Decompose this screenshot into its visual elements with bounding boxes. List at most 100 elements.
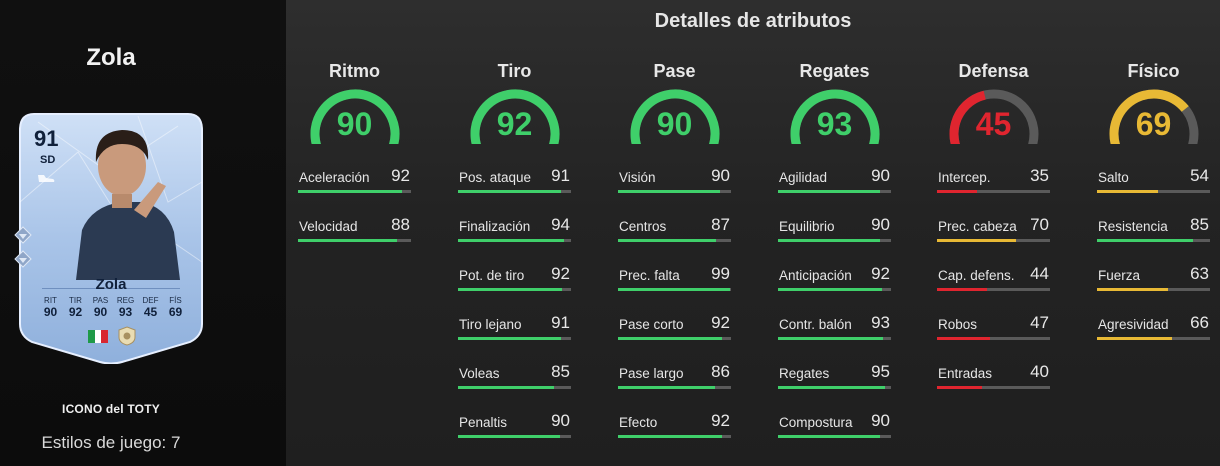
playstyle-diamond-icon bbox=[14, 226, 32, 244]
gauge-fill bbox=[470, 89, 560, 144]
attribute-value: 88 bbox=[391, 215, 410, 234]
attribute-row[interactable]: Pos. ataque 91 bbox=[458, 166, 571, 210]
card-stat-value: 92 bbox=[68, 305, 83, 319]
card-stat-value: 93 bbox=[118, 305, 133, 319]
player-photo bbox=[76, 130, 180, 280]
attribute-value: 47 bbox=[1030, 313, 1049, 332]
playstyle-diamond-icon bbox=[14, 250, 32, 268]
attribute-value: 92 bbox=[711, 411, 730, 430]
attribute-value: 93 bbox=[871, 313, 890, 332]
attribute-bar-track bbox=[298, 239, 411, 242]
attribute-bar-fill bbox=[778, 288, 882, 291]
attribute-row[interactable]: Voleas 85 bbox=[458, 362, 571, 406]
attribute-row[interactable]: Tiro lejano 91 bbox=[458, 313, 571, 357]
category-value: 45 bbox=[975, 106, 1012, 142]
attribute-bar-track bbox=[778, 190, 891, 193]
attribute-bar-fill bbox=[937, 288, 987, 291]
attribute-bar-track bbox=[937, 337, 1050, 340]
attribute-bar-track bbox=[618, 288, 731, 291]
category-gauge bbox=[630, 89, 720, 144]
attribute-row[interactable]: Anticipación 92 bbox=[778, 264, 891, 308]
attribute-row[interactable]: Pot. de tiro 92 bbox=[458, 264, 571, 308]
attribute-row[interactable]: Agilidad 90 bbox=[778, 166, 891, 210]
card-stat-label: DEF bbox=[142, 296, 159, 305]
attribute-row[interactable]: Velocidad 88 bbox=[298, 215, 411, 259]
gauge-fill bbox=[790, 89, 880, 144]
attribute-value: 85 bbox=[551, 362, 570, 381]
attribute-bar-track bbox=[778, 239, 891, 242]
attribute-row[interactable]: Prec. falta 99 bbox=[618, 264, 731, 308]
attribute-bar-track bbox=[298, 190, 411, 193]
attribute-bar-fill bbox=[778, 337, 884, 340]
attribute-row[interactable]: Fuerza 63 bbox=[1097, 264, 1210, 308]
attribute-row[interactable]: Entradas 40 bbox=[937, 362, 1050, 406]
card-stat-value: 90 bbox=[43, 305, 58, 319]
attribute-bar-track bbox=[937, 190, 1050, 193]
attribute-bar-track bbox=[618, 386, 731, 389]
icon-badge-icon bbox=[118, 326, 136, 346]
category-name: Regates bbox=[799, 61, 870, 81]
attribute-value: 95 bbox=[871, 362, 890, 381]
attribute-row[interactable]: Equilibrio 90 bbox=[778, 215, 891, 259]
attribute-bar-track bbox=[618, 239, 731, 242]
attribute-bar-fill bbox=[937, 337, 991, 340]
boot-icon bbox=[38, 175, 55, 182]
attribute-row[interactable]: Agresividad 66 bbox=[1097, 313, 1210, 357]
attribute-name: Compostura bbox=[779, 415, 853, 430]
card-stat-value: 69 bbox=[168, 305, 183, 319]
card-stat-label: RIT bbox=[44, 296, 57, 305]
attribute-bar-track bbox=[458, 239, 571, 242]
attribute-value: 54 bbox=[1190, 166, 1209, 185]
category-name: Ritmo bbox=[329, 61, 380, 81]
attribute-row[interactable]: Visión 90 bbox=[618, 166, 731, 210]
attribute-bar-fill bbox=[1097, 239, 1193, 242]
attribute-bar-fill bbox=[778, 435, 880, 438]
attribute-name: Fuerza bbox=[1098, 268, 1141, 283]
category-gauge bbox=[949, 89, 1039, 144]
card-stat-label: TIR bbox=[69, 296, 82, 305]
attribute-name: Centros bbox=[619, 219, 667, 234]
attribute-name: Pase largo bbox=[619, 366, 684, 381]
attribute-bar-fill bbox=[618, 190, 720, 193]
attribute-value: 86 bbox=[711, 362, 730, 381]
attribute-bar-track bbox=[778, 337, 891, 340]
attribute-row[interactable]: Finalización 94 bbox=[458, 215, 571, 259]
attribute-row[interactable]: Intercep. 35 bbox=[937, 166, 1050, 210]
attribute-row[interactable]: Robos 47 bbox=[937, 313, 1050, 357]
attribute-name: Aceleración bbox=[299, 170, 370, 185]
attribute-bar-fill bbox=[458, 337, 561, 340]
attribute-row[interactable]: Compostura 90 bbox=[778, 411, 891, 455]
category-gauge bbox=[1109, 89, 1199, 144]
attribute-row[interactable]: Centros 87 bbox=[618, 215, 731, 259]
attribute-bar-track bbox=[458, 337, 571, 340]
attribute-row[interactable]: Pase corto 92 bbox=[618, 313, 731, 357]
gauge-fill bbox=[1109, 89, 1189, 144]
attribute-name: Penaltis bbox=[459, 415, 508, 430]
attribute-row[interactable]: Aceleración 92 bbox=[298, 166, 411, 210]
attribute-row[interactable]: Regates 95 bbox=[778, 362, 891, 406]
attribute-name: Efecto bbox=[619, 415, 658, 430]
attribute-name: Agresividad bbox=[1098, 317, 1169, 332]
attribute-bar-track bbox=[778, 435, 891, 438]
card-stat-value: 90 bbox=[93, 305, 108, 319]
attribute-row[interactable]: Salto 54 bbox=[1097, 166, 1210, 210]
attribute-value: 91 bbox=[551, 166, 570, 185]
playstyles-count[interactable]: Estilos de juego: 7 bbox=[41, 433, 181, 452]
attribute-row[interactable]: Prec. cabeza 70 bbox=[937, 215, 1050, 259]
attribute-bar-fill bbox=[1097, 190, 1158, 193]
attribute-row[interactable]: Contr. balón 93 bbox=[778, 313, 891, 357]
category-value: 93 bbox=[816, 106, 853, 142]
attribute-row[interactable]: Pase largo 86 bbox=[618, 362, 731, 406]
attribute-bar-track bbox=[937, 239, 1050, 242]
attribute-value: 99 bbox=[711, 264, 730, 283]
attribute-bar-fill bbox=[618, 239, 717, 242]
attribute-bar-fill bbox=[937, 386, 983, 389]
attribute-row[interactable]: Resistencia 85 bbox=[1097, 215, 1210, 259]
attribute-row[interactable]: Cap. defens. 44 bbox=[937, 264, 1050, 308]
player-card[interactable]: 91 SD Zola RIT TIR PAS REG DEF FÍS 90 92… bbox=[18, 112, 204, 364]
attribute-row[interactable]: Efecto 92 bbox=[618, 411, 731, 455]
attribute-row[interactable]: Penaltis 90 bbox=[458, 411, 571, 455]
attribute-bar-fill bbox=[1097, 337, 1172, 340]
attribute-value: 66 bbox=[1190, 313, 1209, 332]
attribute-name: Voleas bbox=[459, 366, 500, 381]
